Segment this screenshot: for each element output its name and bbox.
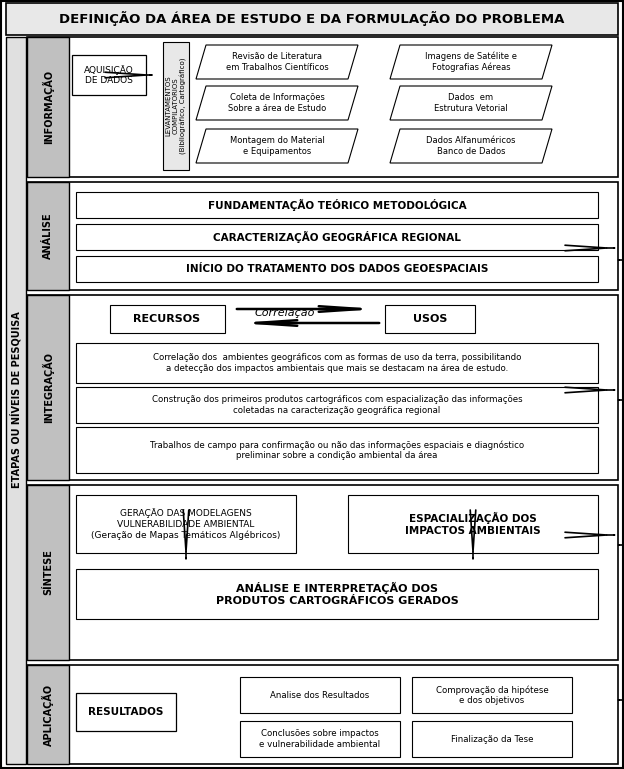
- Text: INFORMAÇÃO: INFORMAÇÃO: [42, 70, 54, 144]
- Text: ANÁLISE E INTERPRETAÇÃO DOS
PRODUTOS CARTOGRÁFICOS GERADOS: ANÁLISE E INTERPRETAÇÃO DOS PRODUTOS CAR…: [216, 582, 459, 606]
- Bar: [385, 305, 475, 333]
- Bar: [76, 343, 598, 383]
- Bar: [76, 569, 598, 619]
- Text: RESULTADOS: RESULTADOS: [89, 707, 163, 717]
- Polygon shape: [196, 45, 358, 79]
- Bar: [240, 677, 400, 713]
- Text: CARACTERIZAÇÃO GEOGRÁFICA REGIONAL: CARACTERIZAÇÃO GEOGRÁFICA REGIONAL: [213, 231, 461, 243]
- Polygon shape: [196, 129, 358, 163]
- Text: INÍCIO DO TRATAMENTO DOS DADOS GEOESPACIAIS: INÍCIO DO TRATAMENTO DOS DADOS GEOESPACI…: [186, 264, 488, 274]
- Bar: [27, 182, 618, 290]
- Text: APLICAÇÃO: APLICAÇÃO: [42, 684, 54, 746]
- Text: USOS: USOS: [413, 314, 447, 324]
- Bar: [27, 665, 69, 764]
- Bar: [27, 295, 618, 480]
- Text: Correlação dos  ambientes geográficos com as formas de uso da terra, possibilita: Correlação dos ambientes geográficos com…: [153, 353, 521, 373]
- Text: ANÁLISE: ANÁLISE: [43, 213, 53, 259]
- Bar: [27, 485, 618, 660]
- Text: Correlação: Correlação: [255, 308, 315, 318]
- Text: Revisão de Literatura
em Trabalhos Científicos: Revisão de Literatura em Trabalhos Cient…: [226, 52, 328, 72]
- Bar: [76, 387, 598, 423]
- Text: INTEGRAÇÃO: INTEGRAÇÃO: [42, 352, 54, 423]
- Text: AQUISIÇÃO
DE DADOS: AQUISIÇÃO DE DADOS: [84, 65, 134, 85]
- Bar: [412, 721, 572, 757]
- Bar: [76, 495, 296, 553]
- Text: Comprovação da hipótese
e dos objetivos: Comprovação da hipótese e dos objetivos: [436, 685, 548, 705]
- Bar: [76, 192, 598, 218]
- Text: Imagens de Satélite e
Fotografias Aéreas: Imagens de Satélite e Fotografias Aéreas: [425, 52, 517, 72]
- Text: Conclusões sobre impactos
e vulnerabilidade ambiental: Conclusões sobre impactos e vulnerabilid…: [260, 729, 381, 749]
- Bar: [27, 182, 69, 290]
- Text: LEVANTAMENTOS
COMPILATÓRIOS
(Bibliográfico, Cartográfico): LEVANTAMENTOS COMPILATÓRIOS (Bibliográfi…: [165, 58, 187, 155]
- Bar: [76, 256, 598, 282]
- Bar: [6, 37, 26, 764]
- Polygon shape: [390, 45, 552, 79]
- Text: FUNDAMENTAÇÃO TEÓRICO METODOLÓGICA: FUNDAMENTAÇÃO TEÓRICO METODOLÓGICA: [208, 199, 466, 211]
- Text: Coleta de Informações
Sobre a área de Estudo: Coleta de Informações Sobre a área de Es…: [228, 93, 326, 113]
- Bar: [27, 665, 618, 764]
- Text: ESPACIALIZAÇÃO DOS
IMPACTOS AMBIENTAIS: ESPACIALIZAÇÃO DOS IMPACTOS AMBIENTAIS: [405, 512, 541, 536]
- Bar: [27, 295, 69, 480]
- Bar: [163, 42, 189, 170]
- Polygon shape: [390, 129, 552, 163]
- Text: Dados Alfanuméricos
Banco de Dados: Dados Alfanuméricos Banco de Dados: [426, 136, 516, 155]
- Bar: [72, 55, 146, 95]
- Bar: [412, 677, 572, 713]
- Bar: [76, 224, 598, 250]
- Text: Construção dos primeiros produtos cartográficos com espacialização das informaçõ: Construção dos primeiros produtos cartog…: [152, 395, 522, 414]
- Polygon shape: [196, 86, 358, 120]
- Text: Dados  em
Estrutura Vetorial: Dados em Estrutura Vetorial: [434, 93, 508, 113]
- Bar: [110, 305, 225, 333]
- Polygon shape: [390, 86, 552, 120]
- Bar: [6, 3, 618, 35]
- Bar: [76, 427, 598, 473]
- Text: RECURSOS: RECURSOS: [134, 314, 200, 324]
- Bar: [240, 721, 400, 757]
- Text: ETAPAS OU NÍVEIS DE PESQUISA: ETAPAS OU NÍVEIS DE PESQUISA: [10, 311, 22, 488]
- Bar: [348, 495, 598, 553]
- Bar: [27, 37, 69, 177]
- Bar: [76, 693, 176, 731]
- Bar: [27, 485, 69, 660]
- Text: Analise dos Resultados: Analise dos Resultados: [270, 691, 369, 700]
- Text: SÍNTESE: SÍNTESE: [43, 550, 53, 595]
- Text: DEFINIÇÃO DA ÁREA DE ESTUDO E DA FORMULAÇÃO DO PROBLEMA: DEFINIÇÃO DA ÁREA DE ESTUDO E DA FORMULA…: [59, 12, 565, 26]
- Text: GERAÇÃO DAS MODELAGENS
VULNERABILIDADE AMBIENTAL
(Geração de Mapas Temáticos Alg: GERAÇÃO DAS MODELAGENS VULNERABILIDADE A…: [91, 508, 281, 540]
- Text: Trabalhos de campo para confirmação ou não das informações espaciais e diagnósti: Trabalhos de campo para confirmação ou n…: [150, 440, 524, 460]
- Text: Finalização da Tese: Finalização da Tese: [451, 734, 534, 744]
- Text: Montagem do Material
e Equipamentos: Montagem do Material e Equipamentos: [230, 136, 324, 155]
- Bar: [27, 37, 618, 177]
